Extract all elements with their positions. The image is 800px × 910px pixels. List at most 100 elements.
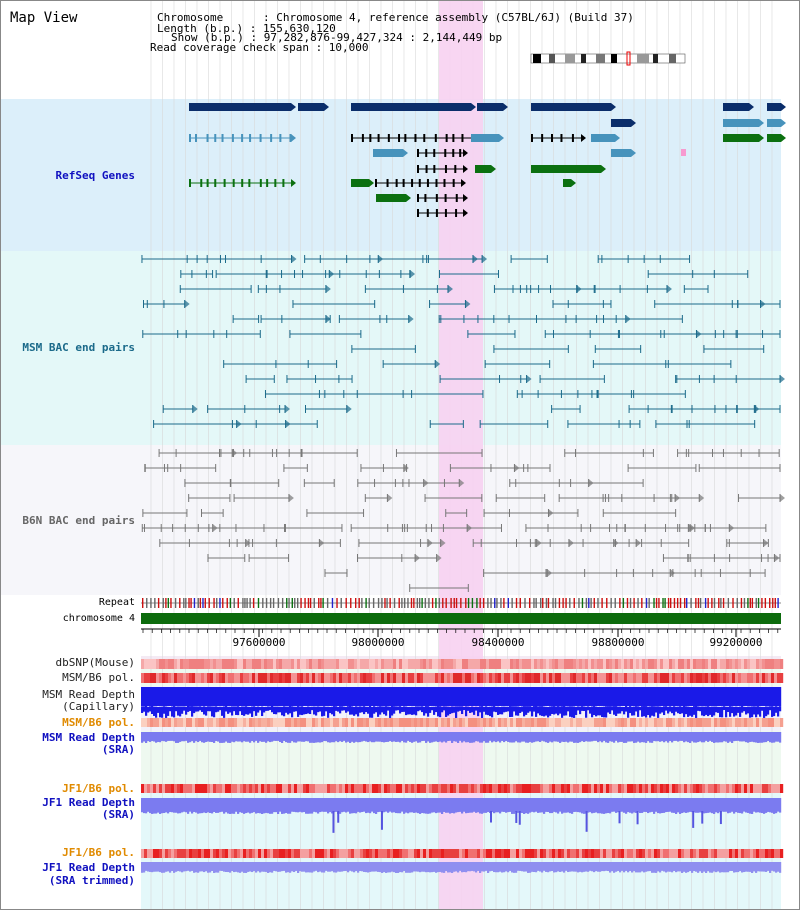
depth-bar xyxy=(677,687,680,707)
depth-bar xyxy=(765,862,768,872)
depth-bar xyxy=(393,687,396,707)
depth-bar xyxy=(179,687,182,707)
repeat-element xyxy=(242,598,244,608)
jf1-depth-trimmed-label[interactable]: JF1 Read Depth xyxy=(42,861,135,874)
depth-bar xyxy=(331,732,334,743)
depth-bar xyxy=(735,798,738,813)
pol-cell xyxy=(471,849,475,858)
pol-cell xyxy=(363,659,367,669)
pol-cell xyxy=(405,784,409,793)
repeat-element xyxy=(193,598,196,608)
depth-bar xyxy=(237,798,240,814)
depth-bar xyxy=(203,732,206,743)
depth-bar xyxy=(695,707,698,718)
pol-cell xyxy=(408,784,412,793)
pol-cell xyxy=(513,784,517,793)
gene-exon xyxy=(541,134,544,142)
depth-bar xyxy=(745,862,748,872)
depth-bar xyxy=(775,687,778,707)
pol-cell xyxy=(177,673,181,683)
pol-cell xyxy=(162,718,166,727)
gene-strand-arrow xyxy=(463,149,468,157)
depth-bar xyxy=(497,707,500,715)
depth-bar xyxy=(601,707,604,718)
pol-cell xyxy=(168,659,172,669)
b6n-bac-label[interactable]: B6N BAC end pairs xyxy=(22,514,135,527)
depth-bar xyxy=(723,687,726,707)
depth-bar xyxy=(561,798,564,814)
depth-bar xyxy=(515,798,518,812)
pol-cell xyxy=(285,673,289,683)
pol-cell xyxy=(471,673,475,683)
depth-bar xyxy=(379,687,382,707)
pol-cell xyxy=(264,849,268,858)
depth-bar xyxy=(149,798,152,814)
depth-bar xyxy=(265,732,268,743)
dbsnp-label[interactable]: dbSNP(Mouse) xyxy=(55,656,135,669)
depth-bar xyxy=(601,687,604,707)
depth-bar xyxy=(249,707,252,714)
msm-depth-sra-label[interactable]: MSM Read Depth xyxy=(42,731,135,744)
repeat-element xyxy=(653,598,655,608)
repeat-element xyxy=(179,598,181,608)
pol-cell xyxy=(477,849,481,858)
pol-cell xyxy=(408,849,412,858)
refseq-genes-label[interactable]: RefSeq Genes xyxy=(55,169,135,182)
depth-bar xyxy=(455,707,458,718)
msm-depth-capillary-label[interactable]: MSM Read Depth xyxy=(42,688,135,701)
pol-cell xyxy=(705,849,709,858)
depth-bar xyxy=(207,862,210,873)
gene-strand-arrow xyxy=(571,179,576,187)
depth-bar xyxy=(273,732,276,741)
msm-b6-pol-label[interactable]: MSM/B6 pol. xyxy=(62,671,135,684)
depth-bar xyxy=(171,732,174,741)
depth-bar xyxy=(711,862,714,873)
jf1-depth-sra-label[interactable]: JF1 Read Depth xyxy=(42,796,135,809)
depth-bar xyxy=(249,862,252,872)
pol-cell xyxy=(705,673,709,683)
depth-bar xyxy=(779,862,782,873)
jf1-pol-2-label[interactable]: JF1/B6 pol. xyxy=(62,846,135,859)
depth-bar xyxy=(763,798,766,814)
depth-bar xyxy=(559,687,562,707)
pol-cell xyxy=(273,849,277,858)
pol-cell xyxy=(459,849,463,858)
depth-bar xyxy=(595,707,598,717)
pol-cell xyxy=(585,673,589,683)
repeat-element xyxy=(471,598,474,608)
pol-cell xyxy=(267,659,271,669)
jf1-pol-label[interactable]: JF1/B6 pol. xyxy=(62,782,135,795)
pol-cell xyxy=(255,849,259,858)
depth-bar xyxy=(371,798,374,812)
bac-end-arrow xyxy=(403,464,409,472)
gene-exon xyxy=(444,165,447,173)
pol-cell xyxy=(378,718,382,727)
depth-bar xyxy=(459,687,462,707)
depth-bar xyxy=(715,732,718,743)
gene-exon xyxy=(361,134,364,142)
msm-bac-label[interactable]: MSM BAC end pairs xyxy=(22,341,135,354)
pol-cell xyxy=(171,673,175,683)
gene-exon xyxy=(418,179,421,187)
depth-bar xyxy=(705,732,708,741)
repeat-element xyxy=(697,598,700,608)
depth-bar xyxy=(479,862,482,873)
pol-cell xyxy=(336,849,340,858)
msm-b6-pol-2-label[interactable]: MSM/B6 pol. xyxy=(62,716,135,729)
depth-bar xyxy=(351,707,354,715)
pol-cell xyxy=(450,849,454,858)
depth-bar xyxy=(557,732,560,742)
depth-bar xyxy=(695,862,698,872)
pol-cell xyxy=(246,849,250,858)
depth-bar xyxy=(467,687,470,707)
depth-bar xyxy=(271,798,274,814)
depth-bar xyxy=(145,862,148,871)
pol-cell xyxy=(219,849,223,858)
depth-bar xyxy=(225,798,228,813)
pol-cell xyxy=(402,784,406,793)
depth-bar xyxy=(777,732,780,742)
repeat-element xyxy=(361,598,363,608)
pol-cell xyxy=(654,718,658,727)
depth-bar xyxy=(605,732,608,743)
depth-bar xyxy=(335,798,338,812)
